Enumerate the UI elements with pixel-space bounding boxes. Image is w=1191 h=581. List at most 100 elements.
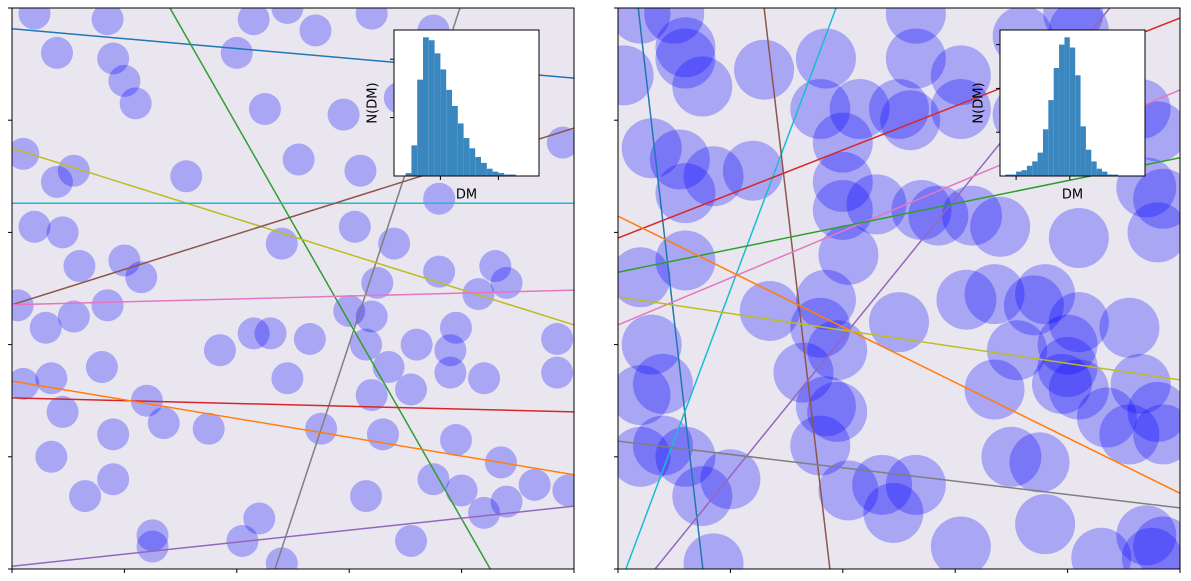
point (655, 426, 716, 487)
plot-frame (11, 7, 575, 570)
histogram-bar (1048, 100, 1054, 176)
point (773, 342, 834, 403)
line (618, 440, 1180, 509)
point (490, 266, 523, 299)
point (552, 474, 574, 507)
histogram-bar (1026, 165, 1033, 176)
point (57, 300, 90, 333)
point (40, 36, 73, 69)
point (734, 39, 795, 100)
point (40, 165, 73, 198)
point (254, 317, 287, 350)
point (327, 98, 360, 131)
point (1037, 337, 1098, 398)
line (763, 8, 831, 569)
histogram-bar (475, 157, 481, 176)
histogram-bar (1107, 174, 1113, 176)
point (655, 163, 716, 224)
point (147, 407, 180, 440)
histogram-bar (1096, 168, 1103, 176)
point (192, 412, 225, 445)
point (1116, 505, 1177, 566)
point (930, 45, 991, 106)
inset: DM N(DM) (972, 29, 1146, 203)
plot-area (12, 8, 574, 569)
line (618, 296, 1180, 381)
point (439, 311, 472, 344)
point (248, 92, 281, 125)
point (649, 129, 710, 190)
point (829, 78, 890, 139)
point (885, 8, 946, 44)
line (12, 147, 574, 326)
point (852, 454, 913, 515)
point (63, 250, 96, 283)
histogram-bar (492, 171, 499, 176)
point (136, 530, 169, 563)
point (807, 320, 868, 381)
point (271, 8, 304, 24)
inset-x-label: DM (1062, 188, 1083, 203)
point (1133, 404, 1180, 465)
point (338, 210, 371, 243)
plot-frame (617, 7, 1181, 570)
point (1015, 264, 1076, 325)
point (964, 264, 1025, 325)
panel: DM N(DM) (614, 7, 1181, 573)
point (1099, 297, 1160, 358)
point (170, 160, 203, 193)
point (1003, 275, 1064, 336)
point (618, 8, 671, 44)
point (846, 174, 907, 235)
point (366, 418, 399, 451)
point (936, 269, 997, 330)
histogram-bar (510, 174, 516, 176)
point (271, 362, 304, 395)
point (46, 216, 79, 249)
histogram-bar (1091, 161, 1097, 176)
histogram-bar (405, 173, 412, 176)
inset-y-label: N(DM) (366, 82, 381, 123)
point (378, 227, 411, 260)
point (439, 423, 472, 456)
point (869, 78, 929, 139)
point (885, 454, 946, 515)
line (618, 157, 1180, 273)
point (1099, 404, 1160, 465)
point (1031, 353, 1092, 414)
point (18, 8, 51, 30)
point (942, 185, 1003, 246)
point (203, 334, 236, 367)
point (372, 351, 405, 384)
point (237, 317, 270, 350)
histogram-bar (434, 53, 441, 176)
panel: DM N(DM) (8, 7, 575, 573)
point (344, 154, 377, 187)
histogram-bar (440, 69, 447, 176)
point (790, 297, 851, 358)
histogram-bar (446, 89, 452, 176)
point (282, 143, 315, 176)
histogram-bar (1032, 161, 1038, 176)
point (930, 516, 991, 569)
point (479, 250, 512, 283)
point (987, 320, 1048, 381)
point (880, 90, 941, 151)
line (12, 380, 574, 476)
histogram-bar (423, 37, 429, 176)
point (29, 311, 62, 344)
point (795, 28, 856, 89)
line (637, 8, 704, 569)
point (395, 373, 428, 406)
point (618, 247, 671, 308)
line (12, 397, 574, 413)
point (518, 468, 551, 501)
histogram-bar (1085, 149, 1092, 176)
histogram-bar (463, 138, 470, 176)
point (1121, 527, 1180, 569)
point (1009, 432, 1070, 493)
point (12, 289, 34, 322)
point (1133, 168, 1180, 229)
point (672, 56, 733, 117)
point (57, 154, 90, 187)
